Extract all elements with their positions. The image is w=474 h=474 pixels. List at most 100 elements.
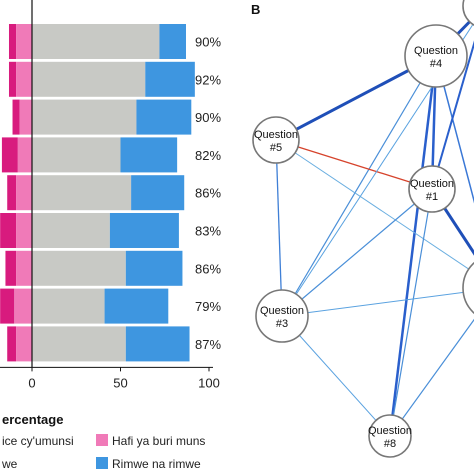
bar-segment: [32, 213, 110, 248]
node-label: #4: [430, 58, 442, 70]
bar-segment: [32, 288, 105, 324]
network-node: Question#8: [368, 414, 412, 458]
network-edge: [389, 188, 433, 437]
node-circle: [462, 261, 474, 315]
bar-segment: [32, 175, 132, 211]
x-axis-label: ercentage: [2, 412, 63, 427]
node-label: Question: [368, 425, 412, 437]
bar-segment: [131, 175, 185, 211]
bar-segment: [8, 24, 17, 59]
bar-segment: [17, 137, 32, 173]
node-circle: [255, 289, 309, 343]
percent-label: 79%: [195, 299, 221, 314]
bar-segment: [0, 213, 17, 248]
bar-row-5: [7, 175, 185, 211]
network-edge: [431, 40, 474, 190]
legend: ice cy'umunsi Hafi ya buri muns we Rimwe na…: [1, 434, 205, 471]
bar-segment: [32, 250, 126, 286]
network-edge: [281, 188, 433, 317]
percent-label: 90%: [195, 35, 221, 50]
network-node: Question#1: [408, 165, 456, 213]
bar-segment: [16, 213, 32, 248]
network-edge: [281, 290, 474, 317]
x-tick-label: 100: [198, 375, 220, 390]
percent-label: 86%: [195, 261, 221, 276]
bar-segment: [159, 24, 186, 59]
bar-segment: [7, 326, 17, 362]
bar-row-4: [1, 137, 178, 173]
x-tick-label: 0: [28, 375, 35, 390]
bar-row-2: [8, 61, 195, 97]
bar-segment: [125, 326, 190, 362]
bar-segment: [7, 175, 17, 211]
network-edge: [275, 139, 283, 317]
bar-segment: [125, 250, 183, 286]
node-circle: [462, 0, 474, 26]
x-tick-label: 50: [113, 375, 127, 390]
network-node: Question#4: [404, 24, 468, 88]
network-node: [462, 261, 474, 315]
node-label: #8: [384, 438, 396, 450]
percent-label: 87%: [195, 337, 221, 352]
network-edge: [388, 55, 438, 437]
bar-groups: [0, 24, 195, 362]
network-node: Question#3: [255, 289, 309, 343]
bar-segment: [16, 175, 32, 211]
bar-segment: [8, 61, 17, 97]
x-axis-ticks: 0 50 100: [28, 367, 220, 390]
bar-segment: [16, 61, 32, 97]
bar-segment: [12, 99, 20, 135]
bar-segment: [120, 137, 178, 173]
network-node: Question#5: [252, 116, 300, 164]
bar-row-7: [5, 250, 183, 286]
bar-segment: [14, 288, 33, 324]
panel-a-stacked-bar-chart: 90% 92% 90% 82% 86% 83% 86% 79% 87% 0 50 100 ercen…: [0, 0, 221, 471]
legend-swatch: [96, 457, 108, 469]
legend-label: ice cy'umunsi: [2, 434, 74, 448]
network-edge: [389, 318, 474, 437]
legend-label: Hafi ya buri muns: [112, 434, 205, 448]
percent-label: 83%: [195, 224, 221, 239]
bar-row-1: [8, 24, 186, 59]
node-label: #3: [276, 318, 288, 330]
percent-label: 92%: [195, 72, 221, 87]
node-circle: [368, 414, 412, 458]
bar-segment: [0, 288, 15, 324]
node-label: Question: [254, 129, 298, 141]
legend-label: Rimwe na rimwe: [112, 457, 201, 471]
bar-segment: [32, 61, 146, 97]
node-circle: [252, 116, 300, 164]
panel-b-network-diagram: B Question#4Question#5Question#1Question…: [251, 0, 474, 458]
node-label: Question: [410, 178, 454, 190]
node-circle: [408, 165, 456, 213]
node-label: Question: [260, 305, 304, 317]
network-nodes: Question#4Question#5Question#1Question#3…: [252, 0, 474, 458]
legend-label: we: [1, 457, 18, 471]
bar-row-3: [12, 99, 192, 135]
bar-segment: [32, 24, 160, 59]
bar-segment: [16, 250, 32, 286]
bar-segment: [19, 99, 32, 135]
bar-segment: [16, 24, 32, 59]
bar-segment: [32, 326, 126, 362]
bar-row-6: [0, 213, 179, 248]
network-edge: [281, 315, 391, 437]
bar-segment: [16, 326, 32, 362]
node-label: #5: [270, 142, 282, 154]
bar-segment: [32, 99, 137, 135]
bar-row-8: [0, 288, 169, 324]
network-node: [462, 0, 474, 26]
bar-segment: [136, 99, 192, 135]
legend-swatch: [96, 434, 108, 446]
percent-label: 82%: [195, 148, 221, 163]
bar-row-9: [7, 326, 190, 362]
percent-label: 86%: [195, 186, 221, 201]
percent-labels: 90% 92% 90% 82% 86% 83% 86% 79% 87%: [195, 35, 221, 352]
network-edge: [435, 55, 474, 204]
network-edge: [275, 139, 474, 274]
bar-segment: [104, 288, 169, 324]
bar-segment: [109, 213, 179, 248]
node-circle: [404, 24, 468, 88]
bar-segment: [1, 137, 18, 173]
